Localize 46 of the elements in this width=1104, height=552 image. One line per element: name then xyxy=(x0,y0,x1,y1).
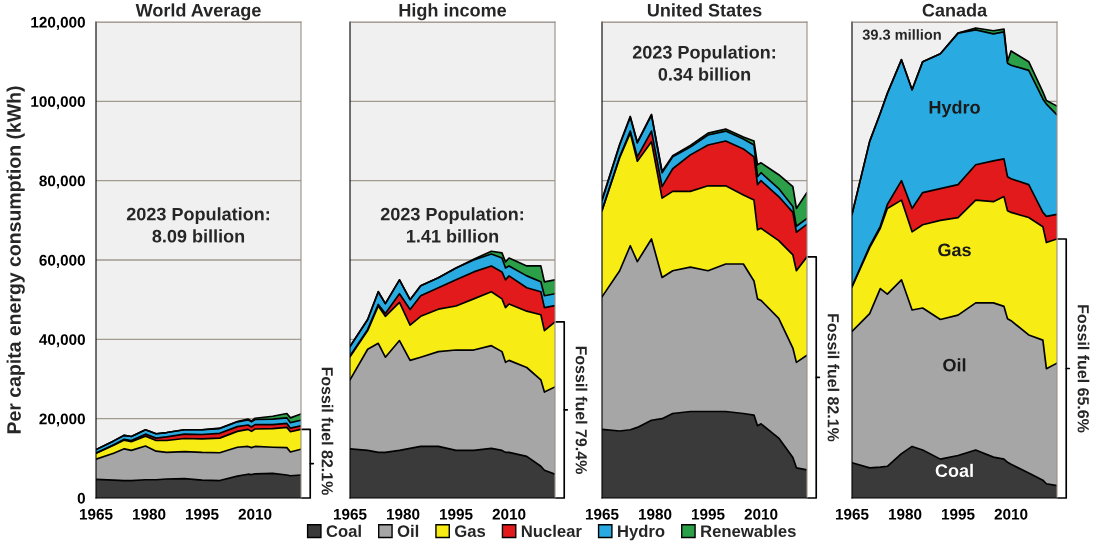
series-label: Gas xyxy=(938,243,971,257)
y-tick-label: 80,000 xyxy=(39,175,85,189)
x-tick-label: 1995 xyxy=(186,508,219,520)
y-tick-label: 100,000 xyxy=(31,96,85,110)
text: Fossil fuel 82.1% xyxy=(321,367,334,495)
annotation: 39.3 million xyxy=(862,29,941,40)
x-tick-label: 2010 xyxy=(744,508,778,520)
x-tick-label: 1965 xyxy=(333,508,367,520)
chart-title: World Average xyxy=(135,3,261,21)
legend-label: Renewables xyxy=(701,524,796,538)
x-tick-label: 1965 xyxy=(835,508,869,520)
y-axis-title: Per capita energy consumption (kWh) xyxy=(6,86,25,434)
chart-title: Canada xyxy=(922,3,988,17)
x-tick-label: 2010 xyxy=(238,508,272,520)
text: Fossil fuel 65.6% xyxy=(1077,305,1090,433)
chart-title: High income xyxy=(399,3,507,21)
series-label: Oil xyxy=(943,358,966,372)
y-tick-label: 0 xyxy=(77,492,85,504)
x-tick-label: 1995 xyxy=(440,508,473,520)
x-tick-label: 1980 xyxy=(638,508,672,520)
x-tick-label: 1980 xyxy=(386,508,420,520)
annotation: 2023 Population: 8.09 billion xyxy=(126,207,270,243)
x-tick-label: 1995 xyxy=(942,508,975,520)
legend-label: Nuclear xyxy=(521,524,582,538)
y-tick-label: 40,000 xyxy=(39,334,85,348)
legend-label: Hydro xyxy=(618,524,665,541)
x-tick-label: 1995 xyxy=(692,508,725,520)
annotation: 2023 Population: 0.34 billion xyxy=(632,45,776,81)
x-tick-label: 2010 xyxy=(492,508,526,520)
y-tick-label: 120,000 xyxy=(31,16,85,30)
series-label: Coal xyxy=(935,463,973,478)
x-tick-label: 1980 xyxy=(888,508,922,520)
chart-title: United States xyxy=(647,3,762,17)
y-tick-label: 20,000 xyxy=(39,413,85,427)
x-tick-label: 1965 xyxy=(79,508,113,520)
x-tick-label: 2010 xyxy=(994,508,1028,520)
text: Fossil fuel 79.4% xyxy=(575,346,588,474)
annotation: 2023 Population: 1.41 billion xyxy=(380,207,524,243)
legend-label: Oil xyxy=(397,524,419,538)
y-tick-label: 60,000 xyxy=(39,254,85,268)
legend-label: Gas xyxy=(454,525,486,538)
text: Fossil fuel 82.1% xyxy=(827,314,840,442)
series-label: Hydro xyxy=(929,100,980,118)
x-tick-label: 1965 xyxy=(585,508,619,520)
x-tick-label: 1980 xyxy=(132,508,166,520)
legend-label: Coal xyxy=(326,524,361,538)
